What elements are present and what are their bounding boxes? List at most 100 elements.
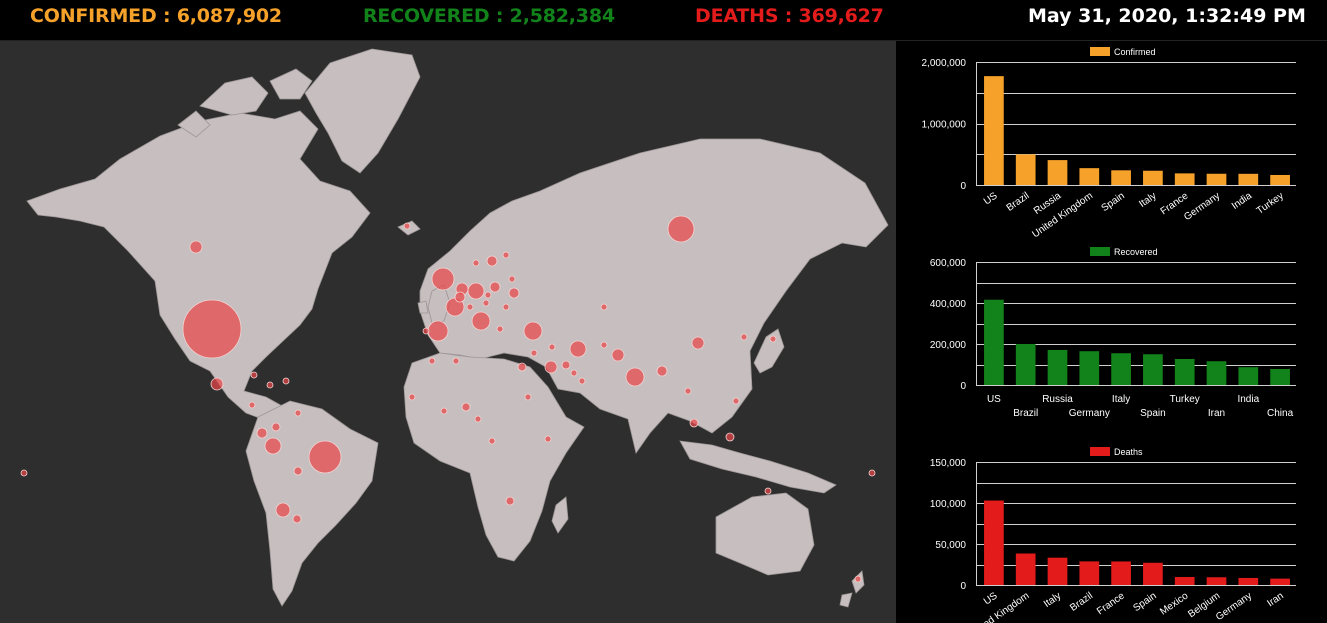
bubble-china[interactable] xyxy=(691,336,705,350)
bar-turkey[interactable] xyxy=(1270,174,1290,185)
bubble-austria[interactable] xyxy=(482,299,490,307)
bubble-korea[interactable] xyxy=(740,333,748,341)
world-map[interactable] xyxy=(0,41,896,623)
bar-mexico[interactable] xyxy=(1174,576,1195,585)
bubble-czechia[interactable] xyxy=(484,291,492,299)
bar-russia[interactable] xyxy=(1047,160,1068,185)
bar-spain[interactable] xyxy=(1111,170,1131,185)
bubble-nz[interactable] xyxy=(854,575,862,583)
bar-italy[interactable] xyxy=(1047,557,1068,585)
bubble-australia[interactable] xyxy=(764,487,772,495)
bar-us[interactable] xyxy=(984,76,1004,185)
bubble-philippines[interactable] xyxy=(732,397,740,405)
bubble-germany[interactable] xyxy=(467,282,485,300)
bubble-italy[interactable] xyxy=(471,311,491,331)
bar-iran[interactable] xyxy=(1206,361,1227,385)
bubble-iran[interactable] xyxy=(569,340,587,358)
bar-germany[interactable] xyxy=(1079,351,1100,385)
bubble-cuba[interactable] xyxy=(250,371,258,379)
bar-spain[interactable] xyxy=(1143,562,1163,585)
bubble-singapore[interactable] xyxy=(689,418,699,428)
bar-brazil[interactable] xyxy=(1015,344,1036,385)
bubble-kenya[interactable] xyxy=(544,435,552,443)
bar-india[interactable] xyxy=(1238,367,1259,385)
bar-germany[interactable] xyxy=(1206,173,1227,185)
bubble-saudi-arabia[interactable] xyxy=(544,360,558,374)
bubble-kazakhstan[interactable] xyxy=(600,303,608,311)
bubble-spain[interactable] xyxy=(427,320,449,342)
bar-us[interactable] xyxy=(984,299,1004,385)
bubble-belarus[interactable] xyxy=(508,275,516,283)
bubble-bolivia[interactable] xyxy=(293,466,303,476)
bar-turkey[interactable] xyxy=(1174,358,1195,385)
bubble-uk[interactable] xyxy=(431,267,455,291)
bubble-portugal[interactable] xyxy=(422,327,430,335)
bubble-thailand[interactable] xyxy=(684,387,692,395)
bubble-brazil[interactable] xyxy=(308,440,342,474)
bar-france[interactable] xyxy=(1111,561,1131,585)
bubble-colombia[interactable] xyxy=(271,422,281,432)
bubble-belgium[interactable] xyxy=(454,291,466,303)
bubble-bangladesh[interactable] xyxy=(656,365,668,377)
bubble-russia[interactable] xyxy=(667,215,695,243)
bubble-sweden[interactable] xyxy=(486,255,498,267)
bubble-afghanistan[interactable] xyxy=(600,341,608,349)
bubble-ecuador[interactable] xyxy=(256,427,268,439)
bubble-pakistan[interactable] xyxy=(611,348,625,362)
bubble-chile[interactable] xyxy=(275,502,291,518)
bar-germany[interactable] xyxy=(1238,577,1259,585)
bubble-algeria[interactable] xyxy=(452,357,460,365)
bubble-israel[interactable] xyxy=(530,349,538,357)
bubble-cameroon[interactable] xyxy=(474,415,482,423)
bubble-venezuela[interactable] xyxy=(294,409,302,417)
bubble-uae[interactable] xyxy=(570,369,578,377)
bubble-nigeria[interactable] xyxy=(461,402,471,412)
bar-france[interactable] xyxy=(1174,173,1195,185)
bubble-finland[interactable] xyxy=(502,251,510,259)
bubble-ukraine[interactable] xyxy=(508,287,520,299)
bubble-indonesia[interactable] xyxy=(725,432,735,442)
bar-spain[interactable] xyxy=(1143,354,1163,385)
bar-brazil[interactable] xyxy=(1079,561,1100,585)
bubble-turkey[interactable] xyxy=(523,321,543,341)
bubble-iraq[interactable] xyxy=(548,343,556,351)
bubble-sudan[interactable] xyxy=(524,393,532,401)
bubble-mexico[interactable] xyxy=(210,377,224,391)
bubble-iceland[interactable] xyxy=(403,222,411,230)
bubble-greece[interactable] xyxy=(496,325,504,333)
bubble-egypt[interactable] xyxy=(517,362,527,372)
bar-us[interactable] xyxy=(984,500,1004,585)
bubble-south-africa[interactable] xyxy=(505,496,515,506)
bubble-canada[interactable] xyxy=(189,240,203,254)
bar-russia[interactable] xyxy=(1047,349,1068,385)
bubble-switzerland[interactable] xyxy=(466,303,474,311)
bubble-ghana[interactable] xyxy=(440,407,448,415)
bubble-alaska[interactable] xyxy=(20,469,28,477)
bubble-us[interactable] xyxy=(182,299,242,359)
bar-italy[interactable] xyxy=(1143,170,1163,185)
bar-united-kingdom[interactable] xyxy=(1015,553,1036,585)
bar-iran[interactable] xyxy=(1270,578,1290,585)
bubble-morocco[interactable] xyxy=(428,357,436,365)
bar-brazil[interactable] xyxy=(1015,154,1036,185)
bubble-fiji[interactable] xyxy=(868,469,876,477)
bubble-panama[interactable] xyxy=(248,401,256,409)
bubble-argentina[interactable] xyxy=(292,514,302,524)
bubble-india[interactable] xyxy=(625,367,645,387)
bubble-senegal[interactable] xyxy=(408,393,416,401)
world-map-svg[interactable] xyxy=(0,41,896,623)
bubble-dominican[interactable] xyxy=(282,377,290,385)
bar-united-kingdom[interactable] xyxy=(1079,168,1100,185)
bubble-congo[interactable] xyxy=(488,437,496,445)
bubble-japan[interactable] xyxy=(769,335,777,343)
bubble-poland[interactable] xyxy=(489,281,501,293)
bubble-peru[interactable] xyxy=(264,437,282,455)
bubble-norway[interactable] xyxy=(472,259,480,267)
bubble-romania[interactable] xyxy=(502,303,510,311)
bubble-oman[interactable] xyxy=(578,377,586,385)
bar-belgium[interactable] xyxy=(1206,577,1227,585)
bubble-caribbean[interactable] xyxy=(266,381,274,389)
bar-italy[interactable] xyxy=(1111,353,1131,385)
bar-india[interactable] xyxy=(1238,173,1259,185)
bubble-qatar[interactable] xyxy=(561,360,571,370)
